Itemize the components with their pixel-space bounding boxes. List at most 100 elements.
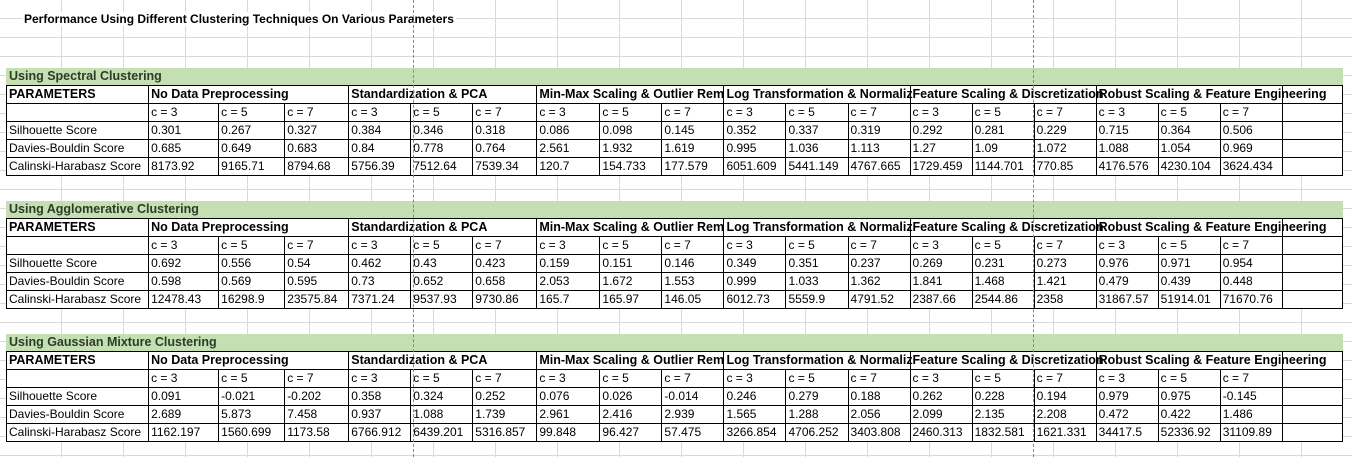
cluster-count-cell[interactable]: c = 7 — [1219, 103, 1283, 122]
value-cell[interactable]: 0.971 — [1157, 254, 1221, 273]
value-cell[interactable]: 5559.9 — [785, 290, 849, 309]
value-cell[interactable]: 0.995 — [723, 139, 787, 158]
value-cell[interactable]: 120.7 — [536, 157, 601, 176]
value-cell[interactable]: 0.778 — [410, 139, 474, 158]
value-cell[interactable]: 5316.857 — [472, 423, 538, 442]
cluster-count-cell[interactable]: c = 5 — [971, 369, 1035, 388]
group-header[interactable]: Robust Scaling & Feature Engineering — [1095, 351, 1326, 370]
cluster-count-cell[interactable]: c = 3 — [148, 236, 220, 255]
value-cell[interactable]: 0.229 — [1033, 121, 1097, 140]
value-cell[interactable]: 0.279 — [785, 387, 849, 406]
metric-label[interactable]: Silhouette Score — [5, 254, 150, 273]
group-header-cell[interactable] — [284, 85, 350, 104]
value-cell[interactable]: 31109.89 — [1219, 423, 1283, 442]
cluster-count-cell[interactable]: c = 5 — [410, 236, 474, 255]
value-cell[interactable]: 0.352 — [723, 121, 787, 140]
cluster-count-cell[interactable]: c = 5 — [785, 103, 849, 122]
value-cell[interactable]: 1.468 — [971, 272, 1035, 291]
value-cell[interactable]: 1144.701 — [971, 157, 1035, 176]
value-cell[interactable]: 0.658 — [472, 272, 538, 291]
cluster-count-cell[interactable]: c = 3 — [348, 236, 412, 255]
group-header[interactable]: Feature Scaling & Discretization — [909, 351, 1104, 370]
value-cell[interactable]: 1.09 — [971, 139, 1035, 158]
cluster-count-cell[interactable]: c = 3 — [723, 236, 787, 255]
value-cell[interactable]: 9537.93 — [410, 290, 474, 309]
cluster-count-cell[interactable]: c = 3 — [909, 103, 973, 122]
value-cell[interactable]: 1.739 — [472, 405, 538, 424]
value-cell[interactable]: 2.689 — [148, 405, 220, 424]
value-cell[interactable]: 0.349 — [723, 254, 787, 273]
value-cell[interactable]: 1.113 — [847, 139, 911, 158]
value-cell[interactable]: 0.685 — [148, 139, 220, 158]
value-cell[interactable]: 0.231 — [971, 254, 1035, 273]
value-cell[interactable]: 1.088 — [1095, 139, 1159, 158]
value-cell[interactable]: 0.976 — [1095, 254, 1159, 273]
value-cell[interactable]: -0.021 — [218, 387, 286, 406]
value-cell[interactable]: 0.358 — [348, 387, 412, 406]
value-cell[interactable]: 1.841 — [909, 272, 973, 291]
cluster-count-cell[interactable]: c = 5 — [218, 369, 286, 388]
value-cell[interactable]: 0.595 — [284, 272, 350, 291]
empty-cell[interactable] — [1281, 272, 1344, 291]
value-cell[interactable]: 2358 — [1033, 290, 1097, 309]
group-header[interactable]: Min-Max Scaling & Outlier Rem — [536, 85, 724, 104]
metric-label[interactable]: Davies-Bouldin Score — [5, 405, 150, 424]
value-cell[interactable]: -0.202 — [284, 387, 350, 406]
empty-cell[interactable] — [5, 103, 150, 122]
value-cell[interactable]: 0.346 — [410, 121, 474, 140]
value-cell[interactable]: 0.692 — [148, 254, 220, 273]
empty-cell[interactable] — [1281, 423, 1344, 442]
group-header[interactable]: Log Transformation & Normaliz — [723, 85, 913, 104]
value-cell[interactable]: 0.423 — [472, 254, 538, 273]
value-cell[interactable]: 0.324 — [410, 387, 474, 406]
value-cell[interactable]: 0.422 — [1157, 405, 1221, 424]
value-cell[interactable]: 0.715 — [1095, 121, 1159, 140]
value-cell[interactable]: 1.036 — [785, 139, 849, 158]
value-cell[interactable]: 1560.699 — [218, 423, 286, 442]
cluster-count-cell[interactable]: c = 5 — [1157, 103, 1221, 122]
value-cell[interactable]: 0.384 — [348, 121, 412, 140]
group-header[interactable]: Standardization & PCA — [348, 218, 487, 237]
value-cell[interactable]: 2.561 — [536, 139, 601, 158]
cluster-count-cell[interactable]: c = 7 — [472, 103, 538, 122]
metric-label[interactable]: Silhouette Score — [5, 121, 150, 140]
value-cell[interactable]: 23575.84 — [284, 290, 350, 309]
group-header[interactable]: Robust Scaling & Feature Engineering — [1095, 85, 1326, 104]
value-cell[interactable]: 1832.581 — [971, 423, 1035, 442]
cluster-count-cell[interactable]: c = 7 — [661, 236, 725, 255]
cluster-count-cell[interactable]: c = 5 — [1157, 236, 1221, 255]
value-cell[interactable]: 8794.68 — [284, 157, 350, 176]
cluster-count-cell[interactable]: c = 5 — [410, 103, 474, 122]
value-cell[interactable]: 146.05 — [661, 290, 725, 309]
value-cell[interactable]: 7371.24 — [348, 290, 412, 309]
value-cell[interactable]: 0.327 — [284, 121, 350, 140]
value-cell[interactable]: 1.932 — [599, 139, 663, 158]
value-cell[interactable]: 0.979 — [1095, 387, 1159, 406]
cluster-count-cell[interactable]: c = 7 — [284, 369, 350, 388]
group-header[interactable]: Standardization & PCA — [348, 351, 487, 370]
value-cell[interactable]: 0.351 — [785, 254, 849, 273]
cluster-count-cell[interactable]: c = 5 — [785, 236, 849, 255]
value-cell[interactable]: 0.098 — [599, 121, 663, 140]
cluster-count-cell[interactable]: c = 3 — [536, 369, 601, 388]
value-cell[interactable]: 6051.609 — [723, 157, 787, 176]
value-cell[interactable]: 0.228 — [971, 387, 1035, 406]
cluster-count-cell[interactable]: c = 3 — [909, 236, 973, 255]
cluster-count-cell[interactable]: c = 3 — [1095, 236, 1159, 255]
value-cell[interactable]: 3403.808 — [847, 423, 911, 442]
value-cell[interactable]: 0.975 — [1157, 387, 1221, 406]
value-cell[interactable]: 0.086 — [536, 121, 601, 140]
value-cell[interactable]: 2.099 — [909, 405, 973, 424]
metric-label[interactable]: Calinski-Harabasz Score — [5, 290, 150, 309]
empty-cell[interactable] — [1281, 369, 1344, 388]
empty-cell[interactable] — [1281, 254, 1344, 273]
cluster-count-cell[interactable]: c = 7 — [1219, 369, 1283, 388]
value-cell[interactable]: 0.188 — [847, 387, 911, 406]
group-header[interactable]: Log Transformation & Normaliz — [723, 218, 913, 237]
cluster-count-cell[interactable]: c = 3 — [909, 369, 973, 388]
value-cell[interactable]: 9730.86 — [472, 290, 538, 309]
metric-label[interactable]: Silhouette Score — [5, 387, 150, 406]
value-cell[interactable]: 2.053 — [536, 272, 601, 291]
value-cell[interactable]: 165.97 — [599, 290, 663, 309]
empty-cell[interactable] — [5, 236, 150, 255]
